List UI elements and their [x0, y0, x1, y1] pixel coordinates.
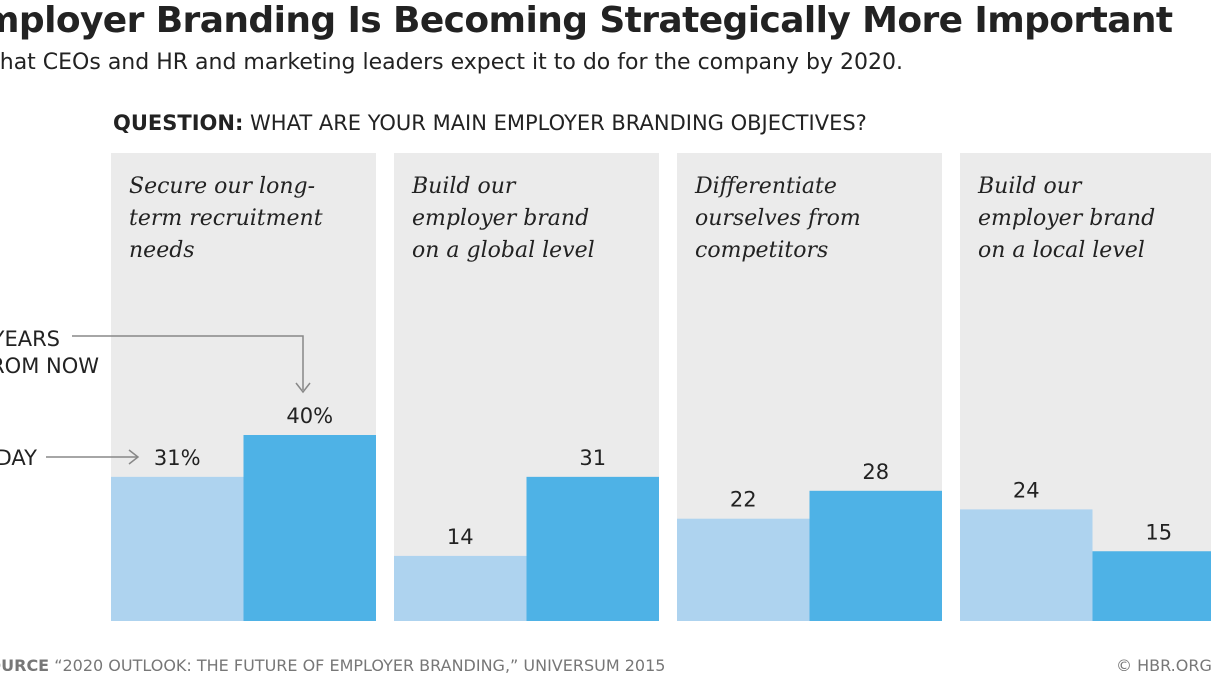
- credit-text: © HBR.ORG: [1116, 656, 1211, 675]
- category-label-line: Differentiate: [694, 174, 837, 199]
- source-text: “2020 OUTLOOK: THE FUTURE OF EMPLOYER BR…: [54, 656, 666, 675]
- value-labels: 31% 40% 14 31 22 28 24 15: [154, 404, 1172, 549]
- category-label-line: Build our: [411, 174, 517, 199]
- bar-today: [111, 476, 244, 621]
- value-label-today: 24: [1013, 478, 1040, 502]
- question-text: WHAT ARE YOUR MAIN EMPLOYER BRANDING OBJ…: [250, 111, 867, 135]
- legend-today-label: TODAY: [0, 446, 37, 470]
- legend-future-arrowhead-icon: [295, 382, 311, 394]
- bar-future: [1092, 551, 1211, 621]
- category-label-line: on a global level: [412, 238, 595, 263]
- value-label-today: 14: [447, 525, 474, 549]
- legend-future-arrow-line: [72, 335, 304, 390]
- legend: 5 YEARS FROM NOW TODAY: [0, 327, 311, 470]
- value-label-today: 31%: [154, 446, 201, 470]
- bar-future: [243, 435, 376, 621]
- source-line: SOURCE “2020 OUTLOOK: THE FUTURE OF EMPL…: [0, 656, 665, 675]
- value-label-future: 15: [1145, 520, 1172, 544]
- bar-today: [960, 509, 1093, 621]
- category-label-line: Build our: [977, 174, 1083, 199]
- legend-future-line2: FROM NOW: [0, 354, 99, 378]
- category-label-line: on a local level: [978, 238, 1145, 263]
- bar-future: [809, 490, 942, 621]
- legend-today-arrowhead-icon: [128, 449, 140, 465]
- source-label: SOURCE: [0, 656, 50, 675]
- bar-today: [394, 555, 527, 621]
- category-label-line: competitors: [695, 238, 828, 263]
- category-label-line: needs: [129, 238, 195, 263]
- category-label-line: Secure our long-: [129, 174, 315, 199]
- bar-today: [677, 518, 810, 621]
- value-label-future: 40%: [286, 404, 333, 428]
- question-label: QUESTION:: [113, 111, 244, 135]
- question-line: QUESTION: WHAT ARE YOUR MAIN EMPLOYER BR…: [113, 111, 867, 135]
- value-label-future: 28: [862, 460, 889, 484]
- chart-title: Employer Branding Is Becoming Strategica…: [0, 0, 1173, 41]
- category-labels: Secure our long-term recruitment needs Bui…: [129, 174, 1155, 263]
- category-label-line: ourselves from: [695, 206, 861, 231]
- bars: [111, 435, 1211, 621]
- legend-future-line1: 5 YEARS: [0, 327, 60, 351]
- category-label-line: employer brand: [978, 206, 1155, 231]
- value-label-future: 31: [579, 446, 606, 470]
- bar-future: [526, 476, 659, 621]
- category-label-line: employer brand: [412, 206, 589, 231]
- value-label-today: 22: [730, 488, 757, 512]
- category-label-line: term recruitment: [129, 206, 323, 231]
- chart-subtitle: What CEOs and HR and marketing leaders e…: [0, 50, 903, 75]
